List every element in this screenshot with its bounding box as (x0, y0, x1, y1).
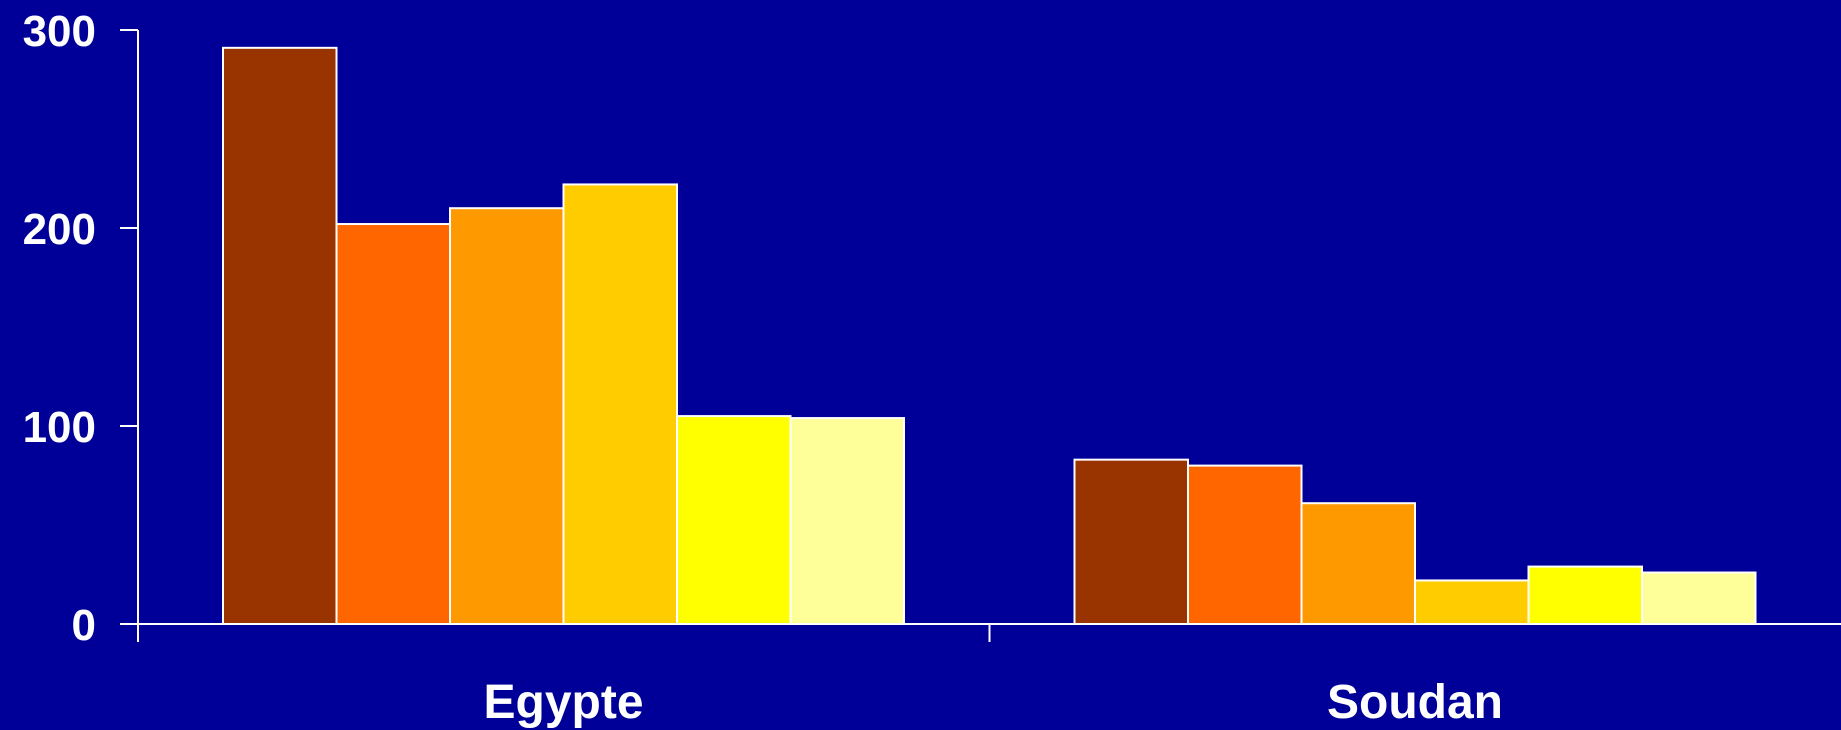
y-tick-label: 300 (23, 7, 96, 56)
x-category-label-egypte: Egypte (483, 676, 643, 729)
bar-soudan-5 (1527, 565, 1643, 626)
bar-egypte-5 (676, 415, 792, 625)
bar-soudan-4 (1414, 579, 1530, 626)
bar-egypte-3 (449, 207, 565, 625)
labels-layer: 0 100 200 300 Egypte Soudan (23, 7, 1503, 729)
bar-egypte-2 (335, 223, 451, 625)
bars-layer (222, 46, 1757, 626)
bar-soudan-6 (1641, 571, 1757, 626)
y-tick-label: 100 (23, 403, 96, 452)
x-category-label-soudan: Soudan (1327, 676, 1503, 729)
bar-egypte-6 (789, 417, 905, 625)
bar-egypte-1 (222, 46, 338, 625)
bar-soudan-1 (1073, 458, 1189, 625)
bar-soudan-2 (1187, 464, 1303, 625)
bar-soudan-3 (1300, 502, 1416, 625)
y-tick-label: 0 (72, 601, 96, 650)
y-tick-label: 200 (23, 205, 96, 254)
bar-egypte-4 (562, 183, 678, 625)
axes-layer (120, 29, 1841, 642)
